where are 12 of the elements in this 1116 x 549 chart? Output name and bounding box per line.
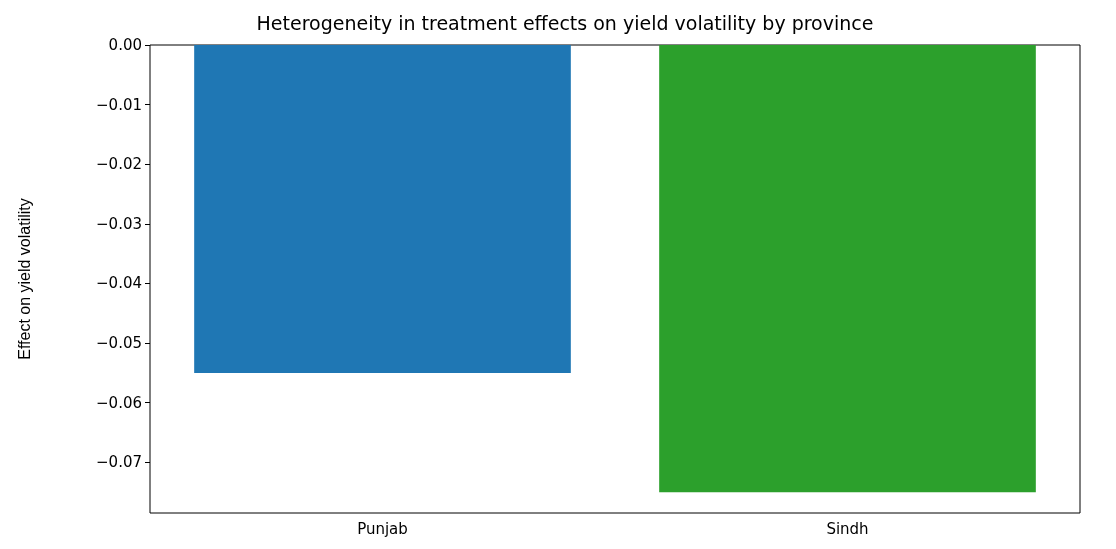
y-tick-label: −0.07: [96, 453, 142, 472]
y-tick-label: −0.04: [96, 274, 142, 293]
y-tick-label: −0.06: [96, 393, 142, 412]
y-tick-label: −0.05: [96, 334, 142, 353]
y-tick-label: −0.03: [96, 214, 142, 233]
y-tick-label: −0.02: [96, 155, 142, 174]
x-tick-label: Sindh: [826, 519, 869, 538]
y-axis-title: Effect on yield volatility: [15, 198, 33, 360]
x-tick-label: Punjab: [357, 519, 408, 538]
y-tick-label: 0.00: [108, 36, 142, 54]
chart-title: Heterogeneity in treatment effects on yield volatility by province: [256, 11, 874, 34]
y-tick-label: −0.01: [96, 95, 142, 114]
